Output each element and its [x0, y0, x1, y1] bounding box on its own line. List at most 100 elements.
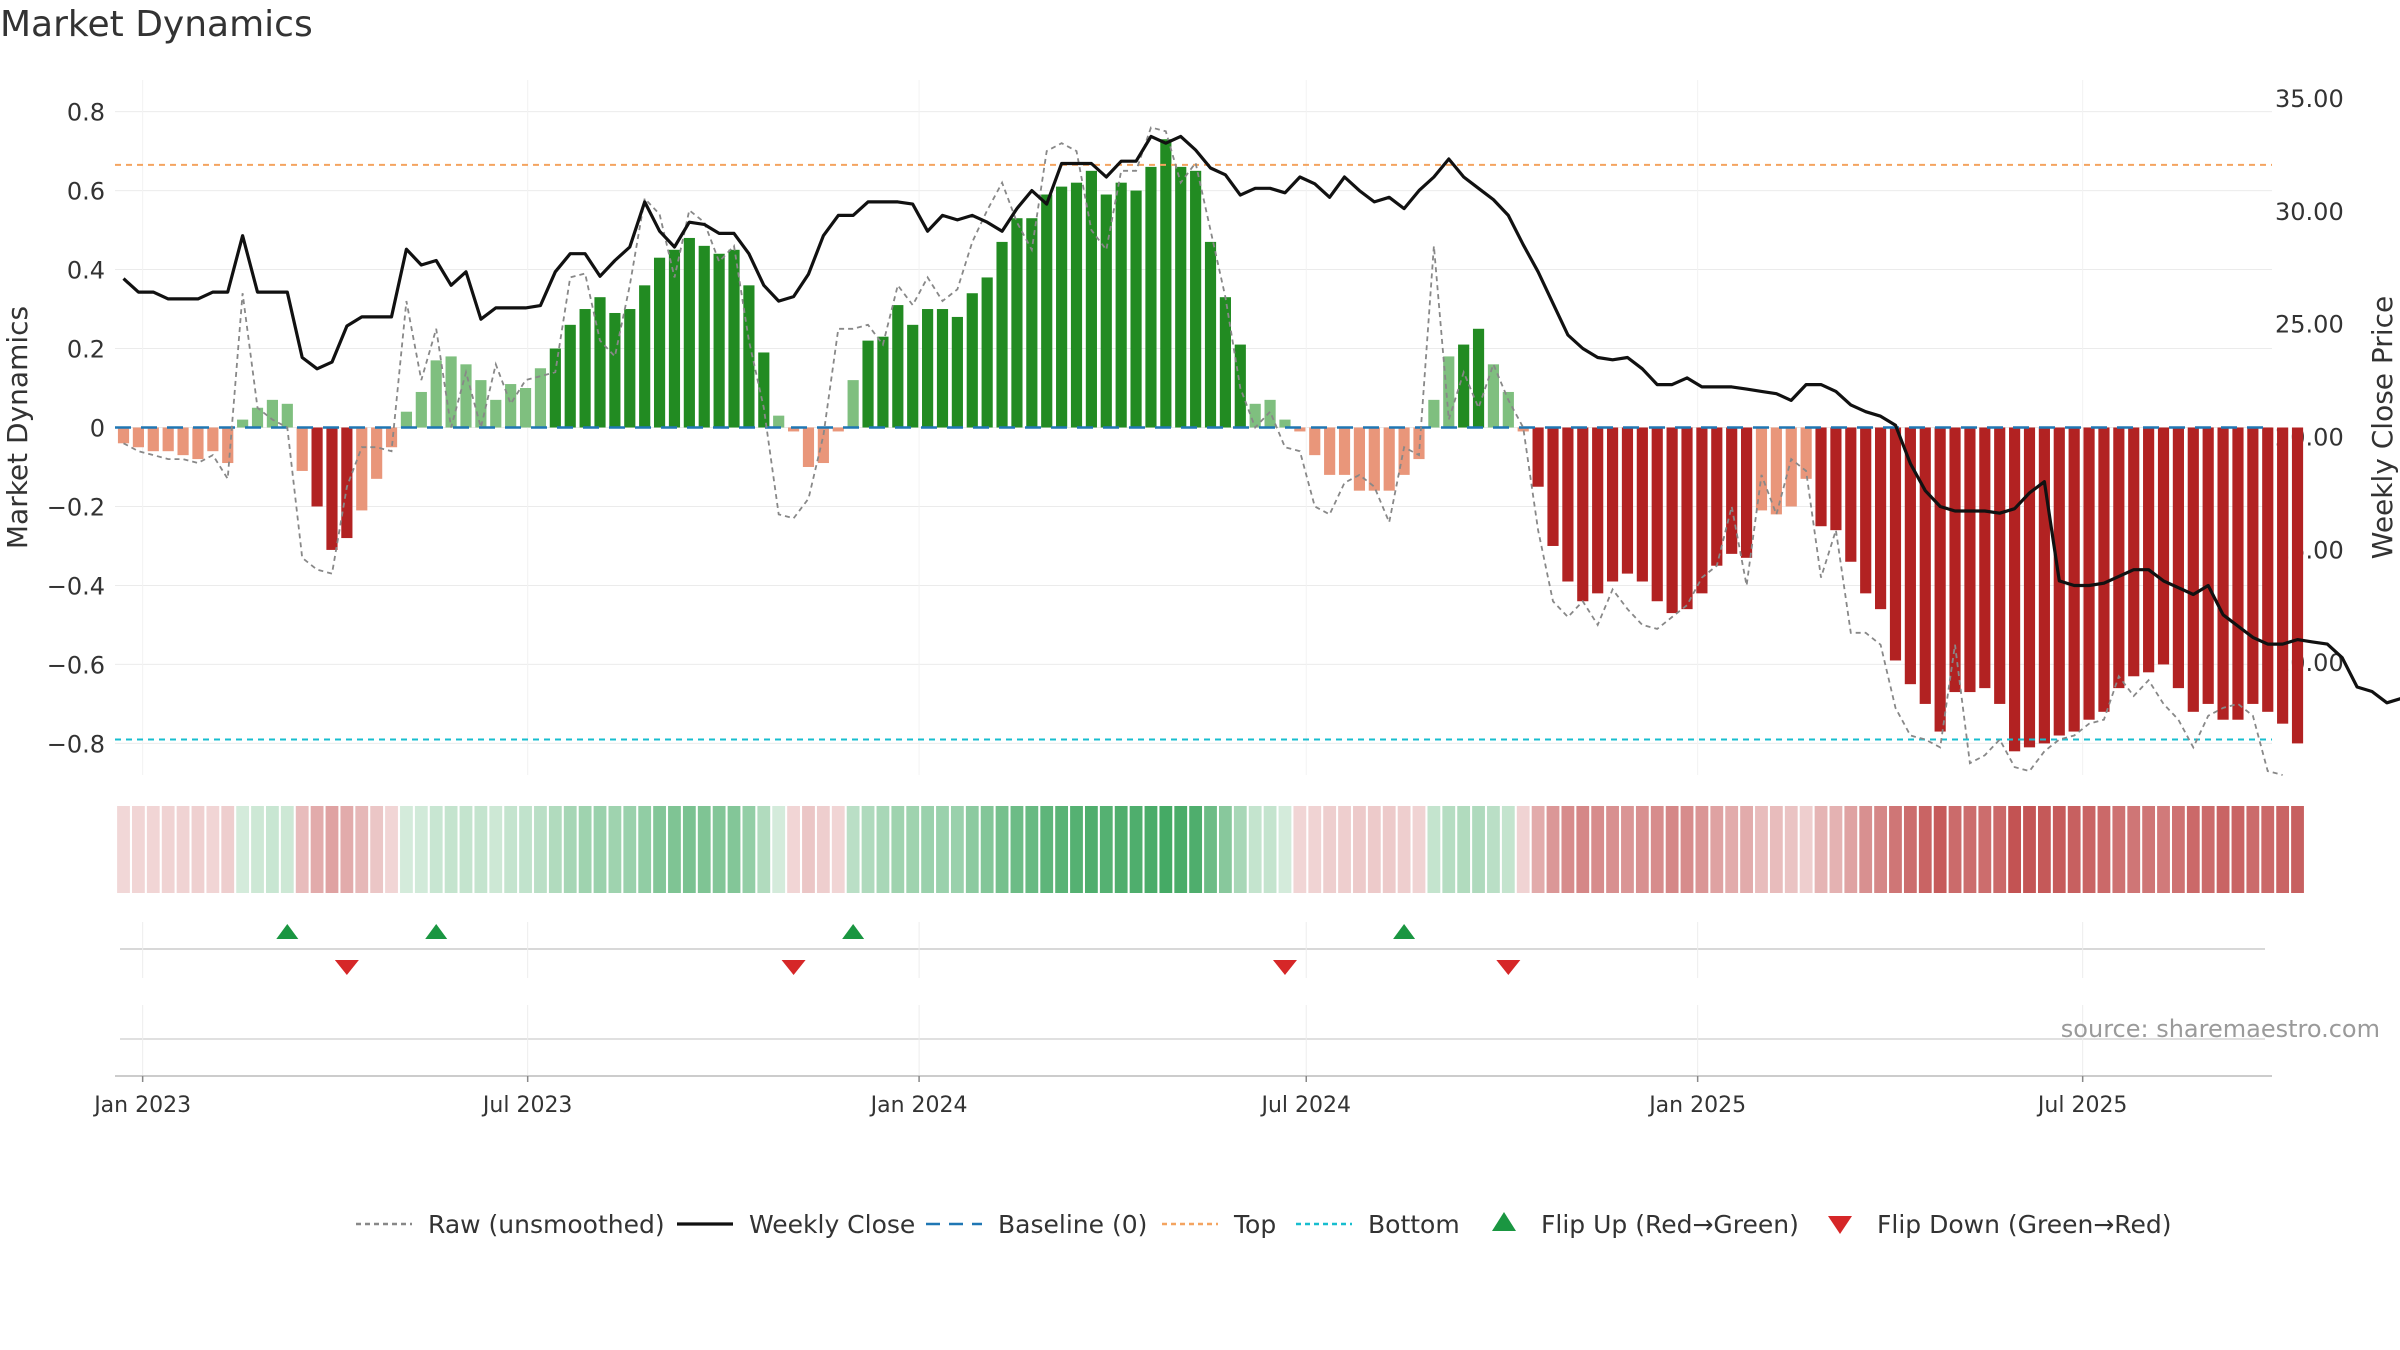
x-tick-label: Jul 2024 — [1259, 1093, 1351, 1118]
intensity-cell — [861, 806, 875, 893]
intensity-cell — [1740, 806, 1753, 893]
y-tick-label: 0 — [90, 415, 105, 443]
intensity-cell — [489, 806, 503, 893]
x-tick-label: Jul 2025 — [2036, 1093, 2128, 1118]
intensity-cell — [1084, 806, 1098, 893]
raw-line — [123, 126, 2283, 776]
dynamics-bar — [2023, 427, 2036, 748]
x-tick-label: Jan 2024 — [869, 1093, 968, 1118]
intensity-cell — [1531, 806, 1545, 893]
legend-label: Raw (unsmoothed) — [428, 1210, 665, 1239]
y-tick-label: 0.4 — [67, 257, 105, 285]
intensity-cell — [906, 806, 920, 893]
dynamics-bar — [251, 407, 264, 428]
dynamics-bar — [787, 427, 800, 432]
dynamics-bar — [1130, 190, 1142, 428]
intensity-cell — [548, 806, 562, 893]
dynamics-bar — [1696, 427, 1708, 594]
intensity-cell — [757, 806, 771, 893]
dynamics-bar — [326, 427, 338, 550]
flip-up-marker — [1393, 924, 1416, 939]
intensity-cell — [1695, 806, 1709, 893]
dynamics-bar — [341, 427, 353, 539]
flip-down-marker — [334, 960, 359, 975]
intensity-cell — [1874, 806, 1887, 893]
intensity-cell — [802, 806, 815, 893]
intensity-cell — [1472, 806, 1485, 893]
dynamics-bar — [534, 368, 547, 428]
flip-down-marker — [781, 960, 806, 975]
dynamics-bar — [192, 427, 204, 460]
dynamics-bar — [2143, 427, 2155, 673]
dynamics-bar — [1219, 297, 1231, 428]
intensity-cell — [2082, 806, 2096, 893]
intensity-cell — [1635, 806, 1649, 893]
intensity-cell — [1650, 806, 1664, 893]
intensity-cell — [251, 806, 264, 893]
intensity-cell — [1621, 806, 1634, 893]
intensity-cell — [504, 806, 518, 893]
intensity-cell — [1055, 806, 1069, 893]
intensity-cell — [1308, 806, 1322, 893]
dynamics-bar — [400, 411, 413, 428]
dynamics-bar — [2157, 427, 2170, 665]
intensity-cell — [2291, 806, 2304, 893]
dynamics-bar — [1830, 427, 1842, 531]
x-tick-label: Jan 2023 — [92, 1093, 191, 1118]
flip-up-marker — [276, 924, 299, 939]
intensity-cell — [727, 806, 741, 893]
dynamics-bar — [564, 324, 576, 428]
dynamics-bar — [773, 415, 785, 428]
intensity-cell — [1233, 806, 1247, 893]
y-tick-label: −0.6 — [47, 651, 105, 679]
intensity-cell — [459, 806, 473, 893]
intensity-cell — [519, 806, 532, 893]
dynamics-bar — [1279, 419, 1291, 428]
intensity-cell — [1323, 806, 1337, 893]
dynamics-bar — [758, 352, 770, 428]
intensity-cell — [2246, 806, 2260, 893]
y-tick-label: −0.4 — [47, 572, 105, 600]
intensity-cell — [1844, 806, 1858, 893]
dynamics-bar — [549, 348, 561, 428]
dynamics-bar — [2113, 427, 2125, 689]
dynamics-bar — [996, 241, 1008, 428]
dynamics-bar — [1770, 427, 1782, 515]
dynamics-bar — [1949, 427, 1961, 693]
intensity-cell — [2276, 806, 2290, 893]
flip-up-marker — [425, 924, 448, 939]
intensity-cell — [2037, 806, 2051, 893]
intensity-cell — [1680, 806, 1694, 893]
dynamics-bar — [1934, 427, 1946, 732]
intensity-cell — [712, 806, 726, 893]
intensity-cell — [295, 806, 309, 893]
intensity-cell — [1725, 806, 1739, 893]
intensity-cell — [2142, 806, 2156, 893]
dynamics-bar — [1041, 194, 1053, 428]
dynamics-bar — [1011, 218, 1023, 428]
dynamics-bar — [1755, 427, 1768, 511]
intensity-cell — [1859, 806, 1873, 893]
dynamics-bar — [1294, 427, 1306, 432]
y-tick-label: −0.8 — [47, 730, 105, 758]
intensity-cell — [1382, 806, 1396, 893]
dynamics-bar — [1621, 427, 1634, 574]
dynamics-bar — [1160, 139, 1172, 428]
dynamics-bar — [802, 427, 815, 467]
intensity-cell — [2171, 806, 2185, 893]
intensity-cell — [206, 806, 220, 893]
intensity-cell — [668, 806, 681, 893]
intensity-cell — [965, 806, 979, 893]
dynamics-bar — [609, 312, 621, 428]
intensity-cell — [1114, 806, 1128, 893]
dynamics-bar — [2217, 427, 2229, 720]
legend-flip-up-swatch — [1492, 1212, 1516, 1231]
dynamics-bar — [445, 356, 457, 428]
dynamics-bar — [237, 419, 249, 428]
intensity-cell — [385, 806, 398, 893]
intensity-cell — [1606, 806, 1619, 893]
intensity-cell — [1219, 806, 1232, 893]
dynamics-bar — [2232, 427, 2244, 720]
intensity-cell — [1263, 806, 1277, 893]
dynamics-bar — [1324, 427, 1336, 475]
